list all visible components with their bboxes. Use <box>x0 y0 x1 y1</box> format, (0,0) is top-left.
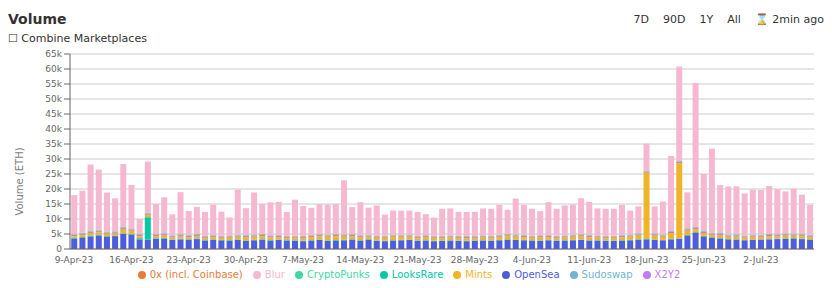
svg-text:28-May-23: 28-May-23 <box>451 255 499 265</box>
svg-text:15k: 15k <box>45 199 62 209</box>
html-text:LooksRare: LooksRare <box>391 269 444 280</box>
svg-text:18-Jun-23: 18-Jun-23 <box>624 255 668 265</box>
html-text:Blur: Blur <box>264 269 285 280</box>
svg-text:2-Jul-23: 2-Jul-23 <box>743 255 778 265</box>
html-text:All: All <box>727 12 741 26</box>
svg-text:65k: 65k <box>45 49 62 59</box>
svg-text:7-May-23: 7-May-23 <box>282 255 324 265</box>
svg-text:4-Jun-23: 4-Jun-23 <box>513 255 551 265</box>
svg-text:25-Jun-23: 25-Jun-23 <box>682 255 726 265</box>
html-text:OpenSea: OpenSea <box>514 269 560 280</box>
html-text:☐ Combine Marketplaces: ☐ Combine Marketplaces <box>8 32 147 45</box>
html-text:Sudoswap: Sudoswap <box>581 269 633 280</box>
html-text:⌛ 2min ago: ⌛ 2min ago <box>754 12 824 26</box>
svg-text:9-Apr-23: 9-Apr-23 <box>55 255 93 265</box>
svg-text:55k: 55k <box>45 79 62 89</box>
svg-text:21-May-23: 21-May-23 <box>394 255 442 265</box>
svg-text:50k: 50k <box>45 94 62 104</box>
svg-text:20k: 20k <box>45 184 62 194</box>
svg-text:30-Apr-23: 30-Apr-23 <box>224 255 268 265</box>
svg-text:14-May-23: 14-May-23 <box>336 255 384 265</box>
svg-text:45k: 45k <box>45 109 62 119</box>
html-text:0x (incl. Coinbase): 0x (incl. Coinbase) <box>149 269 243 280</box>
svg-text:10k: 10k <box>45 214 62 224</box>
html-text:1Y: 1Y <box>699 12 714 26</box>
svg-text:Volume (ETH): Volume (ETH) <box>14 147 25 215</box>
svg-text:16-Apr-23: 16-Apr-23 <box>109 255 153 265</box>
html-text:X2Y2: X2Y2 <box>654 269 681 280</box>
svg-text:0: 0 <box>56 244 62 254</box>
html-text:Volume: Volume <box>8 11 67 27</box>
html-text:CryptoPunks: CryptoPunks <box>306 269 370 280</box>
svg-text:60k: 60k <box>45 64 62 74</box>
svg-text:23-Apr-23: 23-Apr-23 <box>166 255 210 265</box>
html-text:90D: 90D <box>663 12 686 26</box>
svg-text:25k: 25k <box>45 169 62 179</box>
html-text:Mints: Mints <box>465 269 493 280</box>
svg-text:35k: 35k <box>45 139 62 149</box>
svg-text:5k: 5k <box>51 229 63 239</box>
svg-text:30k: 30k <box>45 154 62 164</box>
svg-text:11-Jun-23: 11-Jun-23 <box>567 255 611 265</box>
svg-text:40k: 40k <box>45 124 62 134</box>
html-text:7D: 7D <box>633 12 649 26</box>
